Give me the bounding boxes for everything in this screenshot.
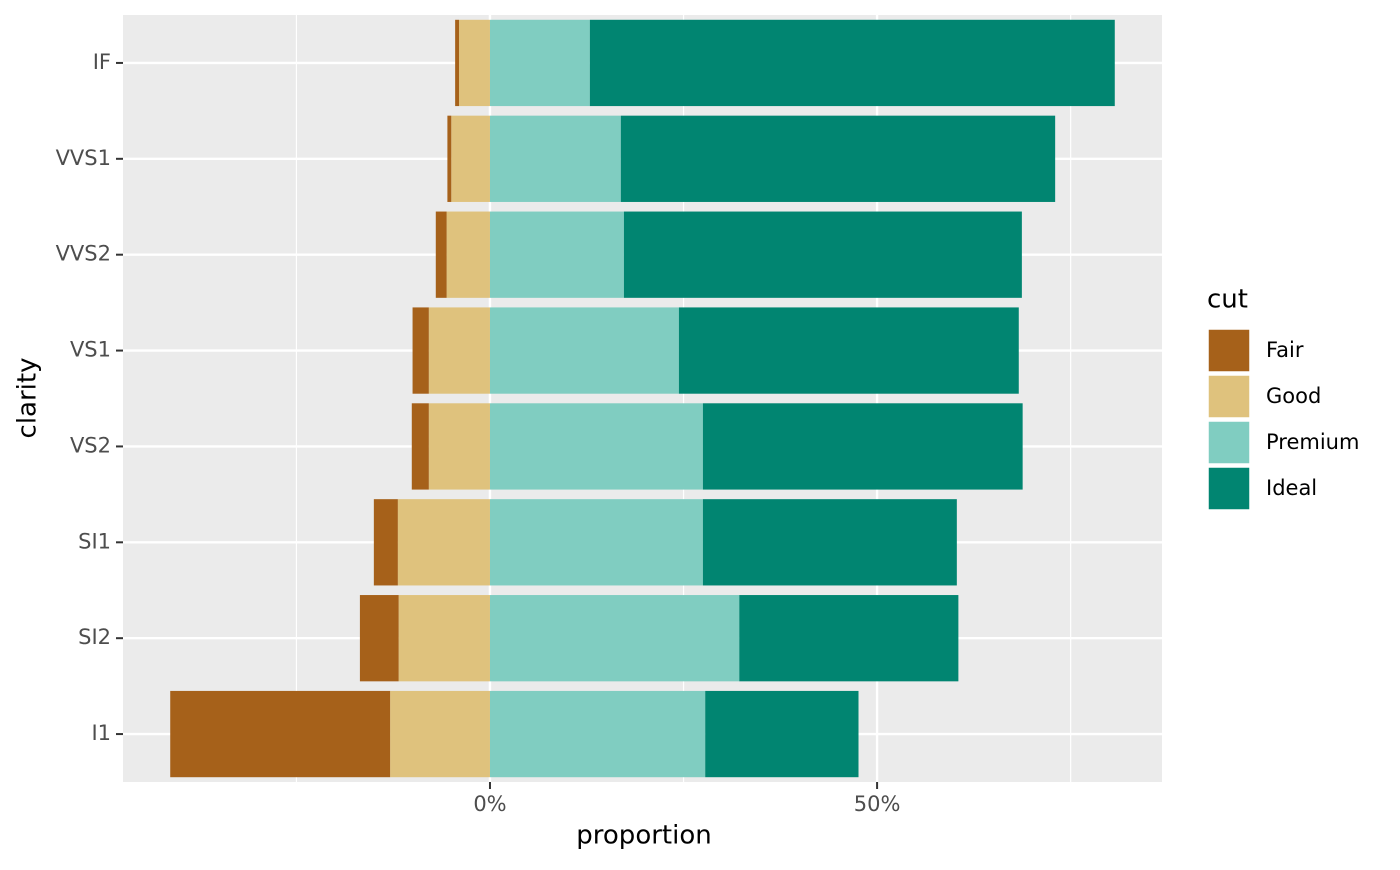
legend-label: Ideal [1266, 476, 1317, 500]
bar-segment [359, 595, 399, 682]
bar-segment [411, 403, 429, 490]
legend-label: Good [1266, 384, 1321, 408]
bar-segment [398, 595, 490, 682]
bar-segment [412, 307, 429, 394]
y-tick-label: VVS1 [56, 146, 111, 170]
legend-label: Fair [1266, 338, 1304, 362]
bar-segment [373, 499, 398, 586]
bar-segment [489, 115, 621, 202]
x-axis-title: proportion [576, 821, 711, 851]
bar-segment [489, 403, 703, 490]
x-tick-label: 50% [854, 792, 901, 816]
y-tick-label: VVS2 [56, 242, 111, 266]
legend-title: cut [1207, 285, 1248, 315]
y-tick-label: VS1 [70, 338, 111, 362]
y-tick-label: I1 [91, 721, 111, 745]
bar-segment [489, 595, 740, 682]
bar-segment [489, 211, 624, 298]
bar-segment [739, 595, 959, 682]
bar-segment [447, 115, 452, 202]
bar-segment [489, 19, 590, 107]
legend-key [1207, 420, 1251, 465]
bar-segment [702, 403, 1023, 490]
bar-segment [489, 307, 679, 394]
bar-segment [446, 211, 490, 298]
legend-key [1207, 466, 1251, 511]
y-axis-title: clarity [13, 358, 43, 439]
bar-segment [705, 690, 859, 778]
bar-segment [620, 115, 1056, 202]
bar-segment [678, 307, 1019, 394]
bar-segment [489, 499, 703, 586]
y-tick-label: VS2 [70, 433, 111, 457]
y-tick-label: SI1 [78, 529, 111, 553]
legend-key [1207, 374, 1251, 419]
y-tick-label: SI2 [78, 625, 111, 649]
bar-segment [455, 19, 460, 107]
bar-segment [170, 690, 391, 778]
y-tick-label: IF [93, 50, 111, 74]
bar-segment [428, 403, 490, 490]
legend-label: Premium [1266, 430, 1359, 454]
bar-segment [390, 690, 490, 778]
x-tick-label: 0% [473, 792, 506, 816]
bar-segment [623, 211, 1022, 298]
bar-segment [489, 690, 706, 778]
bar-segment [397, 499, 490, 586]
bar-segment [428, 307, 490, 394]
bar-segment [435, 211, 447, 298]
legend-key [1207, 328, 1251, 373]
bar-segment [451, 115, 490, 202]
bar-segment [589, 19, 1115, 107]
bar-segment [459, 19, 490, 107]
bar-segment [702, 499, 957, 586]
